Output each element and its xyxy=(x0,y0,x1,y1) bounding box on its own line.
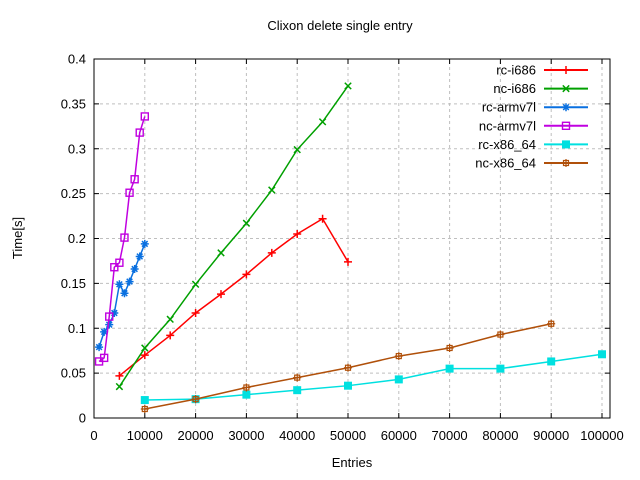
legend-item-rc-armv7l: rc-armv7l xyxy=(482,100,588,115)
plot-area: 0 10000 20000 30000 40000 50000 60000 70000 8000… xyxy=(61,52,624,444)
x-axis-label: Entries xyxy=(332,455,373,470)
y-tick-label: 0.4 xyxy=(68,52,86,67)
y-tick-label: 0 xyxy=(79,411,86,426)
legend-label: rc-x86_64 xyxy=(478,137,536,152)
x-tick-label: 40000 xyxy=(279,428,315,443)
legend-item-nc-x86_64: nc-x86_64 xyxy=(475,156,588,171)
x-tick-label: 70000 xyxy=(432,428,468,443)
legend-label: nc-i686 xyxy=(493,81,536,96)
series-nc-armv7l xyxy=(94,112,150,366)
y-tick-label: 0.15 xyxy=(61,276,86,291)
y-tick-label: 0.1 xyxy=(68,321,86,336)
x-tick-label: 50000 xyxy=(330,428,366,443)
series-nc-i686 xyxy=(115,82,352,391)
legend-label: nc-armv7l xyxy=(479,118,536,133)
series-rc-armv7l xyxy=(95,239,149,352)
x-tick-label: 30000 xyxy=(228,428,264,443)
legend-item-rc-i686: rc-i686 xyxy=(496,63,588,78)
x-tick-label: 80000 xyxy=(482,428,518,443)
y-axis-label: Time[s] xyxy=(10,217,25,259)
series-nc-x86_64 xyxy=(140,319,556,414)
legend-item-rc-x86_64: rc-x86_64 xyxy=(478,137,588,152)
legend-label: rc-armv7l xyxy=(482,100,536,115)
legend-item-nc-armv7l: nc-armv7l xyxy=(479,118,588,133)
legend-label: nc-x86_64 xyxy=(475,156,536,171)
legend: rc-i686 nc-i686 rc-armv7l nc-armv7l rc-x86_6… xyxy=(475,63,588,171)
legend-label: rc-i686 xyxy=(496,63,536,78)
tick-labels: 0 10000 20000 30000 40000 50000 60000 70000 8000… xyxy=(61,52,624,444)
chart-title: Clixon delete single entry xyxy=(267,18,413,33)
y-tick-label: 0.2 xyxy=(68,231,86,246)
x-tick-label: 100000 xyxy=(580,428,623,443)
gridlines xyxy=(94,59,610,418)
x-tick-label: 90000 xyxy=(533,428,569,443)
y-tick-label: 0.3 xyxy=(68,141,86,156)
legend-item-nc-i686: nc-i686 xyxy=(493,81,588,96)
tick-marks xyxy=(93,58,610,419)
x-tick-label: 60000 xyxy=(381,428,417,443)
y-tick-label: 0.25 xyxy=(61,186,86,201)
x-tick-label: 20000 xyxy=(178,428,214,443)
x-tick-label: 10000 xyxy=(127,428,163,443)
series-rc-x86_64 xyxy=(140,350,606,405)
x-tick-label: 0 xyxy=(90,428,97,443)
y-tick-label: 0.35 xyxy=(61,96,86,111)
y-tick-label: 0.05 xyxy=(61,366,86,381)
series-rc-i686 xyxy=(115,214,352,380)
